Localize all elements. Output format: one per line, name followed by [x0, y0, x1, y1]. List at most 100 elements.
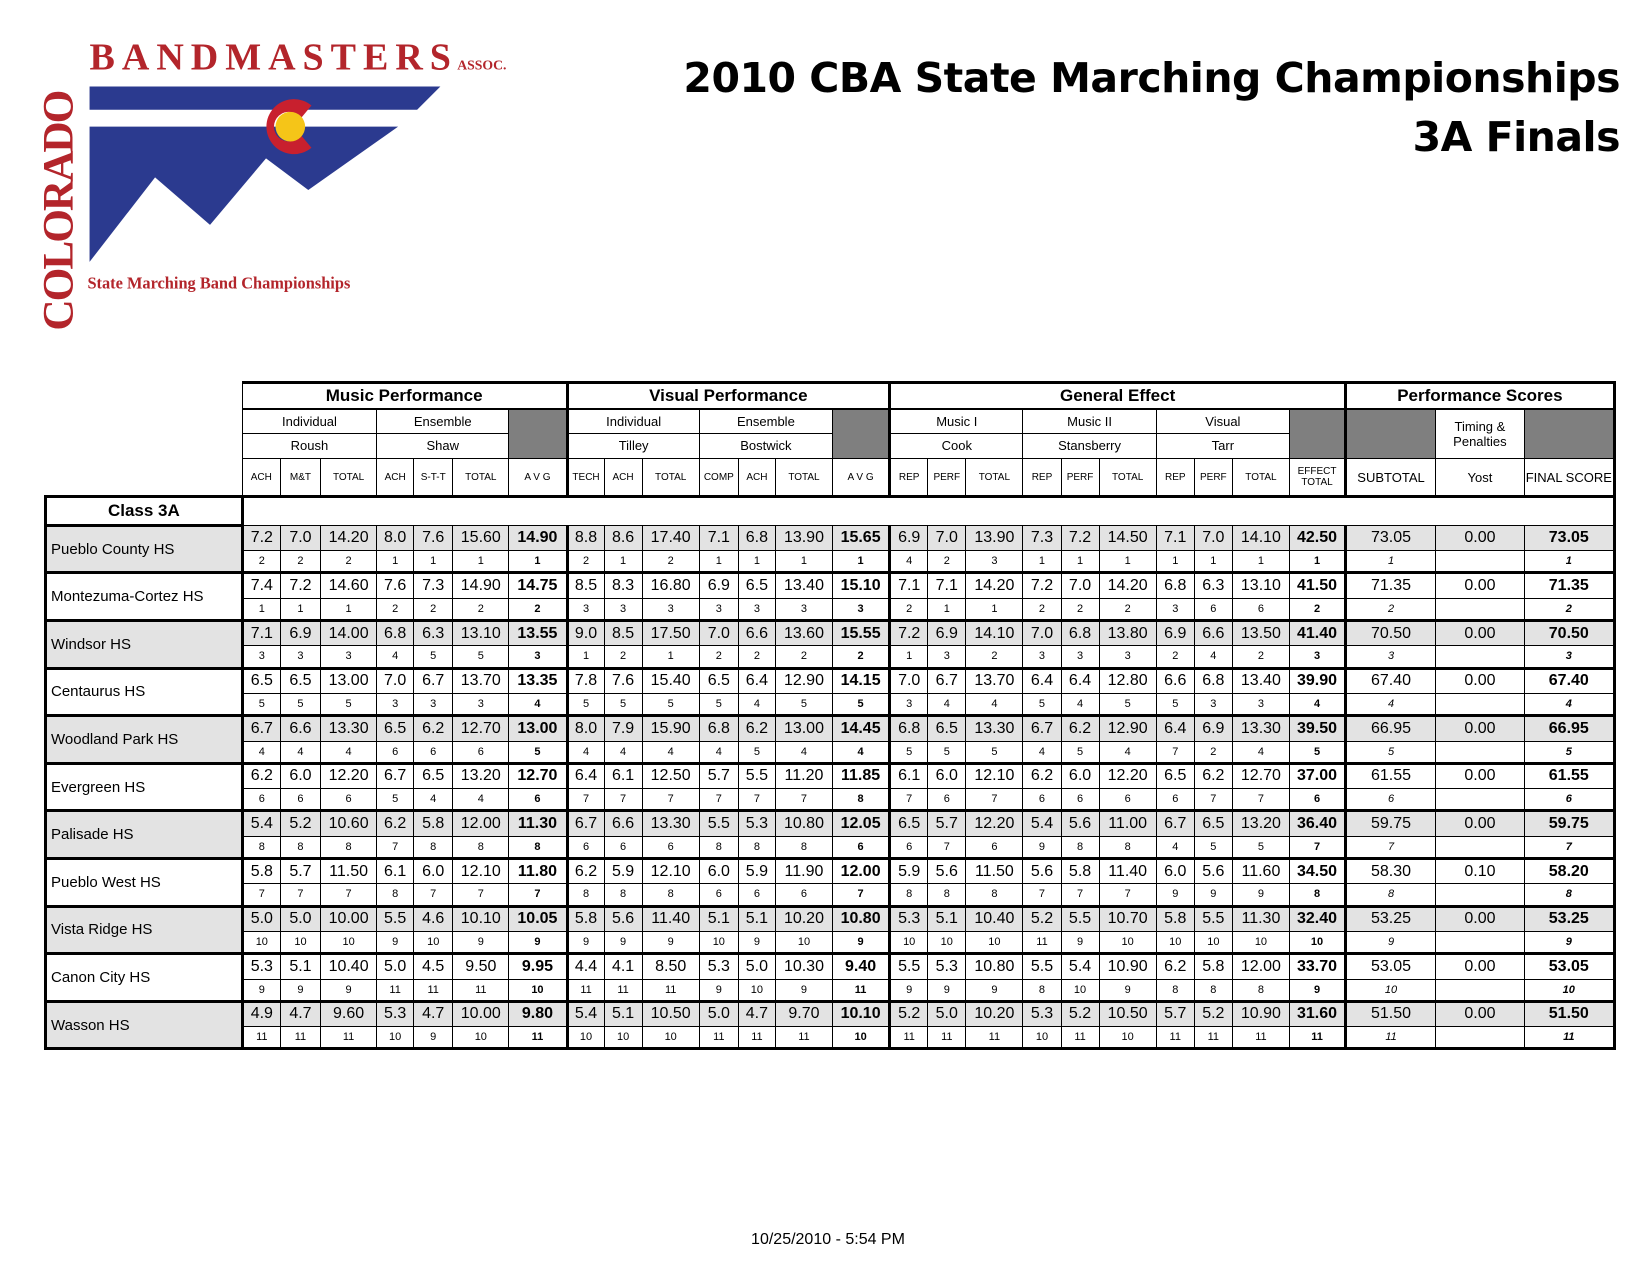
- rank: 6: [566, 835, 605, 860]
- rank: 2: [1523, 597, 1616, 622]
- score: 6.8: [737, 524, 776, 552]
- rank: 10: [641, 1026, 700, 1051]
- rank: 4: [1193, 645, 1233, 670]
- rank: 3: [413, 692, 454, 718]
- rank: 5: [1231, 835, 1291, 860]
- score: 16.80: [641, 572, 700, 599]
- score: 61.55: [1523, 762, 1616, 790]
- rank: [1434, 835, 1525, 860]
- rank: 11: [1022, 930, 1062, 956]
- score: 5.9: [889, 857, 929, 885]
- rank: 5: [413, 645, 454, 670]
- score: 7.2: [1060, 524, 1100, 552]
- judge-name: Tilley: [566, 432, 700, 460]
- rank: 11: [1523, 1026, 1616, 1051]
- rank: 2: [376, 597, 415, 622]
- column-label: ACH: [241, 458, 281, 498]
- score: 5.6: [1193, 857, 1233, 885]
- score: 0.00: [1434, 667, 1525, 694]
- score: 12.00: [1231, 953, 1291, 980]
- score: 10.80: [774, 810, 834, 837]
- rank: 8: [452, 835, 510, 860]
- score: 11.30: [508, 810, 569, 837]
- column-label: SUBTOTAL: [1345, 458, 1436, 498]
- score: 13.00: [774, 715, 834, 742]
- score: 51.50: [1523, 1000, 1616, 1028]
- score: 6.2: [241, 762, 281, 790]
- score: 14.90: [508, 524, 569, 552]
- score: 6.4: [1022, 667, 1062, 694]
- class-row: Class 3A: [44, 495, 1616, 527]
- rank: 8: [413, 835, 454, 860]
- column-label: S-T-T: [413, 458, 454, 498]
- score: 6.9: [279, 619, 322, 647]
- score: 8.50: [641, 953, 700, 980]
- column-label: A V G: [508, 458, 569, 498]
- score: 6.2: [1060, 715, 1100, 742]
- rank: 4: [413, 788, 454, 813]
- column-label: ACH: [376, 458, 415, 498]
- score: 4.7: [413, 1000, 454, 1028]
- timestamp: 10/25/2010 - 5:54 PM: [751, 1231, 905, 1248]
- score: 13.30: [320, 715, 378, 742]
- rank: 7: [1155, 740, 1195, 765]
- spacer: [46, 459, 243, 497]
- rank: 4: [1098, 740, 1157, 765]
- score: 5.7: [698, 762, 739, 790]
- rank: 7: [241, 883, 281, 908]
- score: 6.0: [698, 857, 739, 885]
- rank: 6: [698, 883, 739, 908]
- score: 6.2: [376, 810, 415, 837]
- rank: 4: [279, 740, 322, 765]
- score: 12.05: [832, 810, 892, 837]
- rank: 4: [1345, 692, 1436, 718]
- score: 10.00: [320, 905, 378, 932]
- score: 13.60: [774, 619, 834, 647]
- rank: 11: [376, 978, 415, 1003]
- score: 6.9: [1155, 619, 1195, 647]
- rank: 8: [241, 835, 281, 860]
- rank: 1: [1288, 550, 1348, 575]
- score: 10.90: [1098, 953, 1157, 980]
- rank: 7: [737, 788, 776, 813]
- rank: 4: [452, 788, 510, 813]
- score: 0.00: [1434, 619, 1525, 647]
- score: 10.70: [1098, 905, 1157, 932]
- score: 4.4: [566, 953, 605, 980]
- rank: 2: [1022, 597, 1062, 622]
- score: 5.3: [241, 953, 281, 980]
- rank: 1: [774, 550, 834, 575]
- score: 41.40: [1288, 619, 1348, 647]
- score: 6.7: [927, 667, 967, 694]
- rank: 4: [927, 692, 967, 718]
- rank: 1: [603, 550, 643, 575]
- score-row: Montezuma-Cortez HS 7.4 7.2 14.60 7.6 7.3 14.9…: [44, 572, 1616, 622]
- rank: 2: [889, 597, 929, 622]
- rank: 1: [1523, 550, 1616, 575]
- rank: 5: [1155, 692, 1195, 718]
- judge-name: Cook: [889, 432, 1024, 460]
- score: 13.55: [508, 619, 569, 647]
- score: 13.30: [965, 715, 1024, 742]
- rank: 8: [927, 883, 967, 908]
- rank: 10: [452, 1026, 510, 1051]
- rank: 7: [1193, 788, 1233, 813]
- score: 5.1: [927, 905, 967, 932]
- rank: 3: [508, 645, 569, 670]
- score: 11.80: [508, 857, 569, 885]
- rank: 4: [566, 740, 605, 765]
- rank: 10: [965, 930, 1024, 956]
- rank: 6: [1193, 597, 1233, 622]
- score: 4.1: [603, 953, 643, 980]
- rank: 8: [1060, 835, 1100, 860]
- score: 12.10: [965, 762, 1024, 790]
- score: 67.40: [1523, 667, 1616, 694]
- score: 13.10: [452, 619, 510, 647]
- rank: [1434, 978, 1525, 1003]
- rank: 1: [927, 597, 967, 622]
- score-row: Wasson HS 4.9 4.7 9.60 5.3 4.7 10.00 9.80 5.4 5.1…: [44, 1000, 1616, 1051]
- score: 12.90: [1098, 715, 1157, 742]
- rank: 1: [508, 550, 569, 575]
- gray-cell: [1523, 408, 1616, 460]
